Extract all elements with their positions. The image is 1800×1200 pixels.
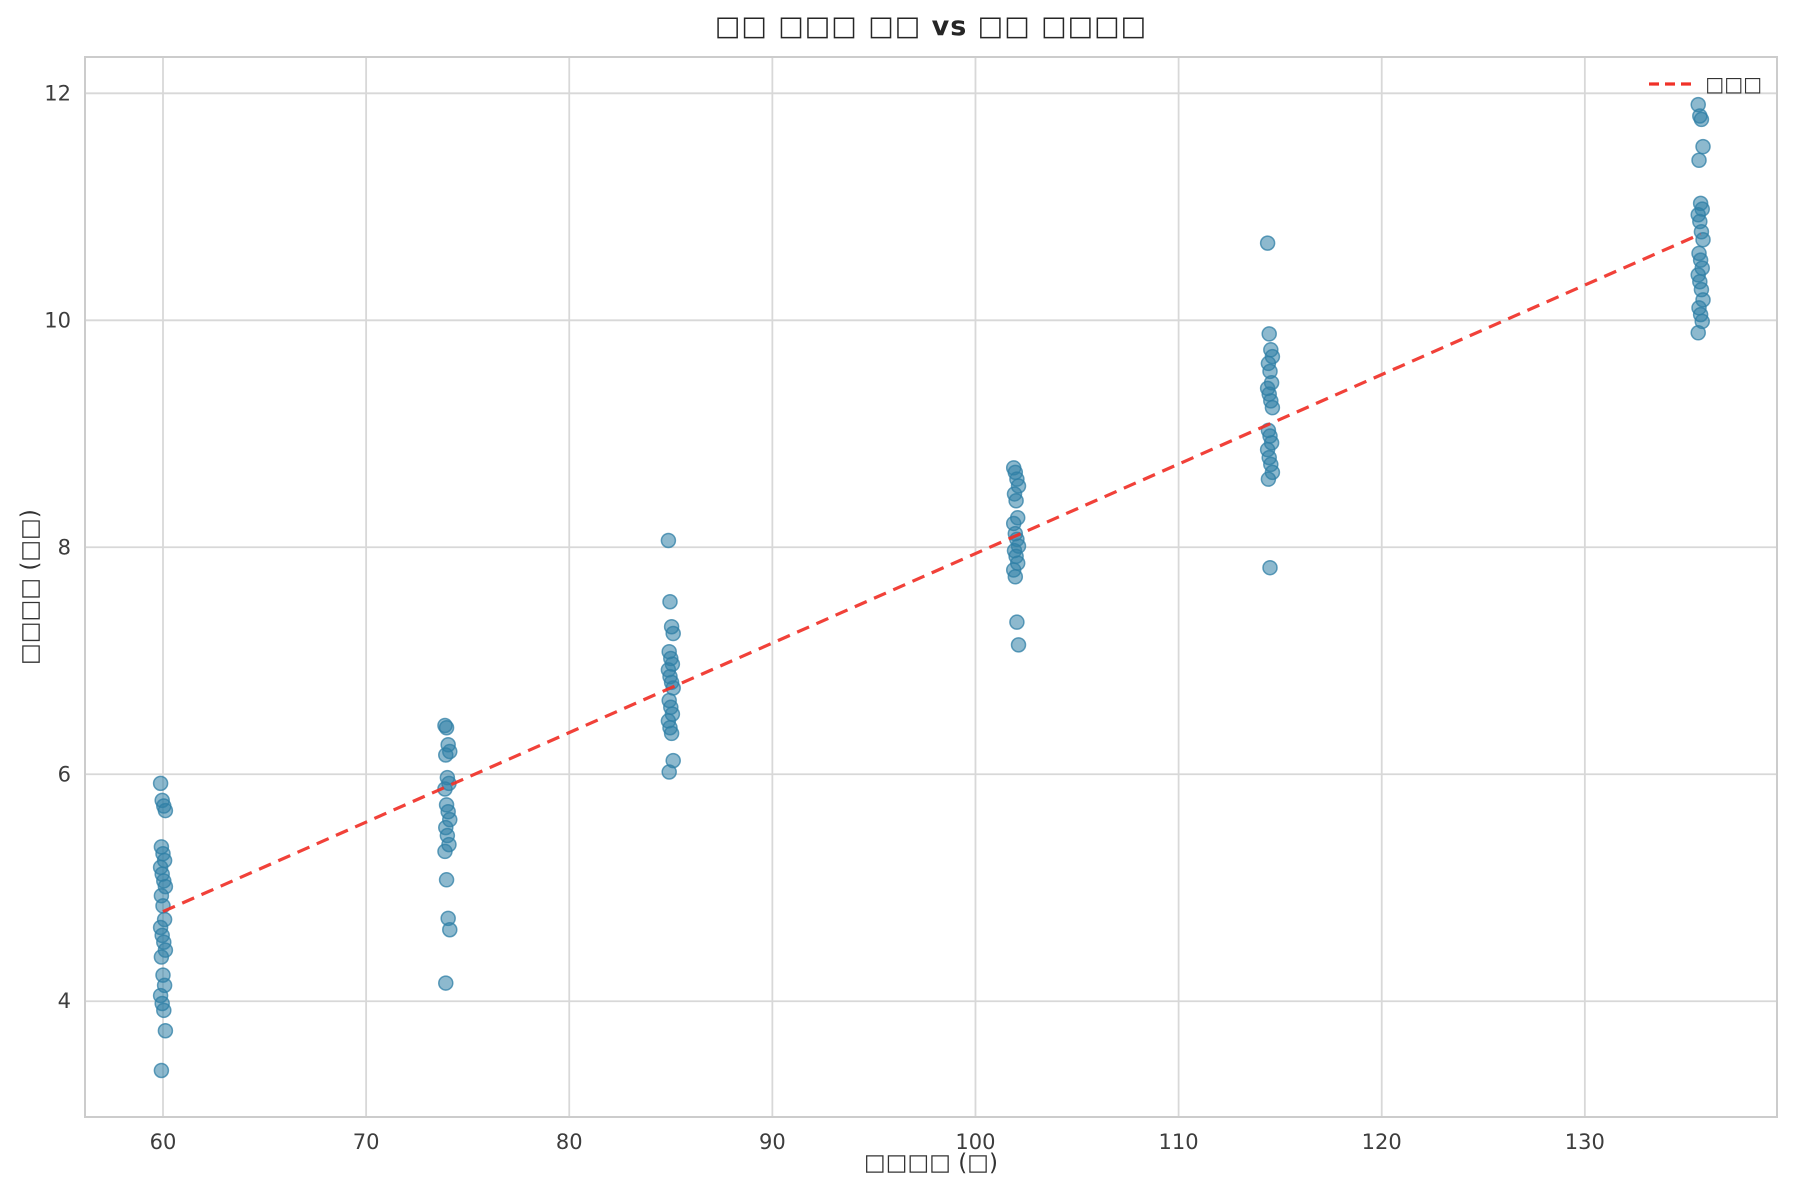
scatter-point: [1695, 231, 1711, 248]
legend-label: □□□: [1705, 72, 1762, 96]
scatter-point: [438, 747, 454, 763]
scatter-point: [662, 594, 678, 610]
trendline-legend-swatch: [1649, 82, 1692, 86]
scatter-point: [157, 802, 174, 819]
scatter-point: [1260, 471, 1277, 487]
scatter-point: [660, 532, 677, 549]
scatter-point: [1690, 325, 1706, 341]
scatter-point: [1695, 138, 1711, 155]
x-tick-label: 130: [1565, 1130, 1605, 1154]
x-tick-label: 80: [556, 1130, 583, 1154]
scatter-point: [1007, 569, 1024, 585]
scatter-point: [1691, 152, 1707, 169]
x-tick-label: 70: [353, 1130, 380, 1154]
legend: □□□: [1647, 71, 1762, 97]
scatter-point: [1262, 559, 1278, 576]
scatter-point: [156, 1002, 172, 1019]
scatter-point: [157, 1022, 174, 1039]
scatter-point: [1010, 637, 1027, 653]
scatter-point: [1009, 614, 1025, 630]
scatter-point: [438, 719, 455, 736]
scatter-point: [437, 843, 453, 860]
y-tick-label: 8: [58, 535, 71, 559]
chart-title: □□ □□□ □□ vs □□ □□□□: [714, 11, 1148, 42]
scatter-point: [438, 872, 455, 888]
scatter-point: [153, 949, 170, 965]
scatter-point: [1693, 111, 1710, 128]
scatter-point: [663, 725, 680, 742]
scatter-point: [1261, 326, 1277, 342]
scatter-point: [438, 975, 454, 991]
y-tick-label: 6: [58, 762, 71, 786]
y-tick-label: 12: [44, 81, 71, 105]
x-tick-label: 100: [955, 1130, 995, 1154]
y-axis-label: □□□□ (□□): [17, 509, 43, 665]
x-tick-label: 60: [150, 1130, 177, 1154]
y-tick-label: 4: [58, 989, 71, 1013]
y-tick-label: 10: [44, 308, 71, 332]
scatter-point: [1008, 492, 1024, 509]
scatter-point: [1264, 399, 1281, 416]
scatter-point: [152, 775, 169, 792]
plot-frame: [84, 56, 1778, 1118]
trend-line: [162, 232, 1702, 914]
scatter-point: [661, 764, 677, 780]
x-tick-label: 90: [759, 1130, 786, 1154]
x-axis-label: □□□□ (□): [864, 1150, 998, 1176]
scatter-point: [442, 921, 458, 938]
x-tick-label: 110: [1159, 1130, 1199, 1154]
x-tick-label: 120: [1362, 1130, 1402, 1154]
scatter-point: [153, 1062, 170, 1079]
scatter-point: [1259, 235, 1276, 251]
scatter-point: [665, 625, 681, 642]
